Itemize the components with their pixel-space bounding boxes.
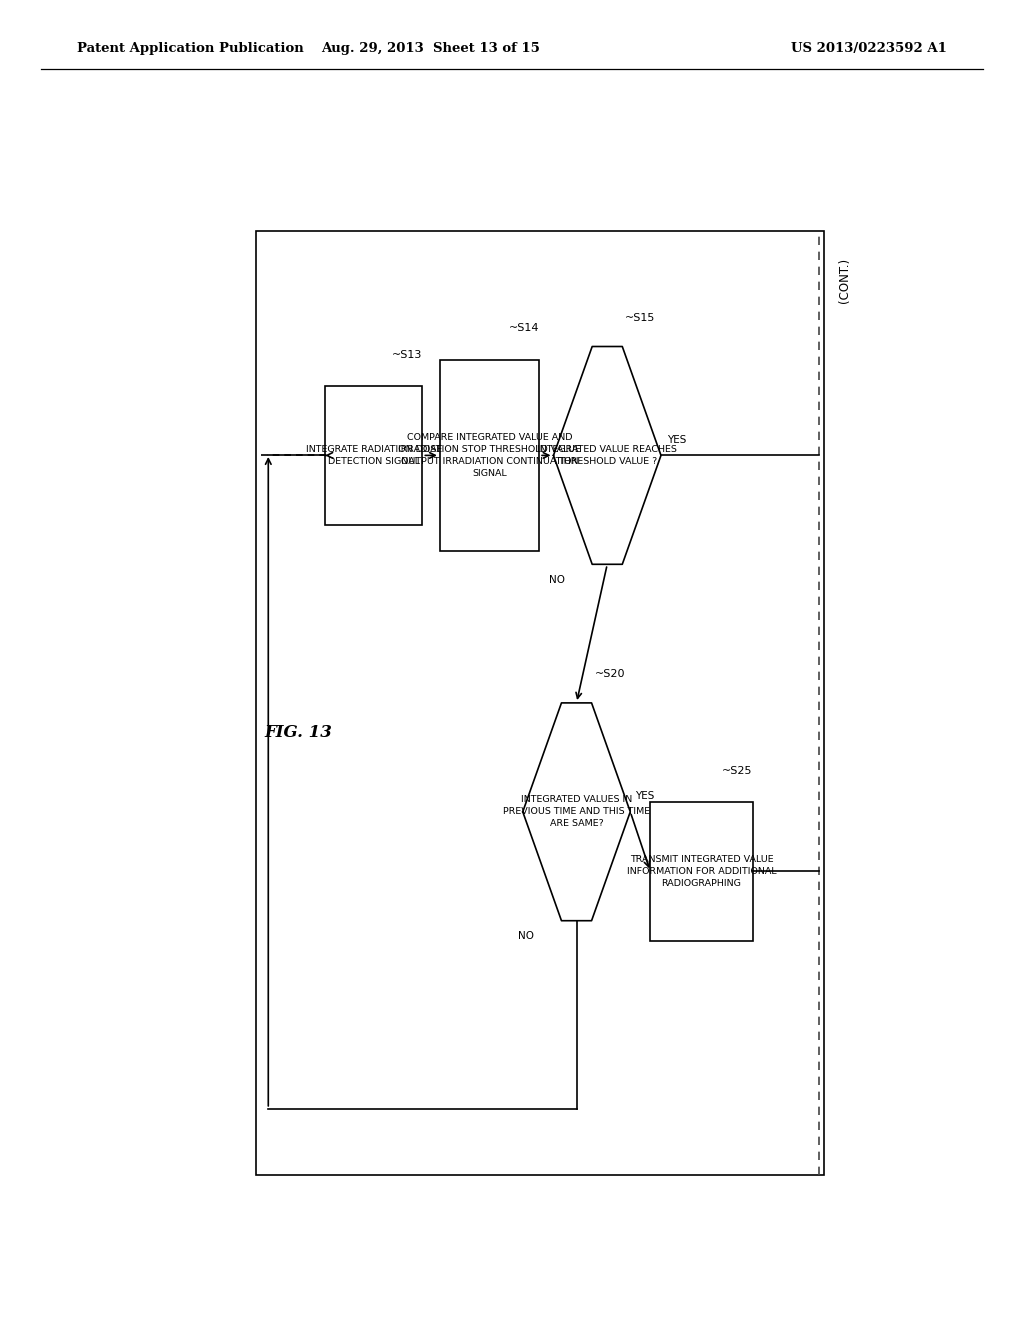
Bar	[326, 385, 422, 524]
Text: ~S20: ~S20	[595, 669, 625, 678]
Text: ~S13: ~S13	[392, 350, 422, 359]
Text: TRANSMIT INTEGRATED VALUE
INFORMATION FOR ADDITIONAL
RADIOGRAPHING: TRANSMIT INTEGRATED VALUE INFORMATION FO…	[627, 855, 776, 887]
Text: INTEGRATED VALUE REACHES
THRESHOLD VALUE ?: INTEGRATED VALUE REACHES THRESHOLD VALUE…	[538, 445, 677, 466]
Bar	[256, 231, 824, 1175]
Text: NO: NO	[549, 576, 565, 585]
Text: INTEGRATED VALUES IN
PREVIOUS TIME AND THIS TIME
ARE SAME?: INTEGRATED VALUES IN PREVIOUS TIME AND T…	[503, 796, 650, 828]
Bar	[650, 803, 753, 940]
Text: YES: YES	[668, 434, 686, 445]
Text: Aug. 29, 2013  Sheet 13 of 15: Aug. 29, 2013 Sheet 13 of 15	[321, 42, 540, 55]
Text: ~S14: ~S14	[509, 323, 539, 333]
Text: NO: NO	[518, 932, 535, 941]
Text: US 2013/0223592 A1: US 2013/0223592 A1	[792, 42, 947, 55]
Text: INTEGRATE RADIATION DOSE
DETECTION SIGNAL: INTEGRATE RADIATION DOSE DETECTION SIGNA…	[306, 445, 441, 466]
Text: FIG. 13: FIG. 13	[264, 725, 332, 741]
Text: YES: YES	[635, 791, 654, 801]
Text: (CONT.): (CONT.)	[838, 257, 851, 302]
Text: ~S25: ~S25	[722, 766, 753, 776]
Text: ~S15: ~S15	[626, 313, 655, 322]
Bar	[440, 360, 539, 552]
Text: Patent Application Publication: Patent Application Publication	[77, 42, 303, 55]
Text: COMPARE INTEGRATED VALUE AND
IRRADIATION STOP THRESHOLD VALUE
OUTPUT IRRADIATION: COMPARE INTEGRATED VALUE AND IRRADIATION…	[398, 433, 581, 478]
